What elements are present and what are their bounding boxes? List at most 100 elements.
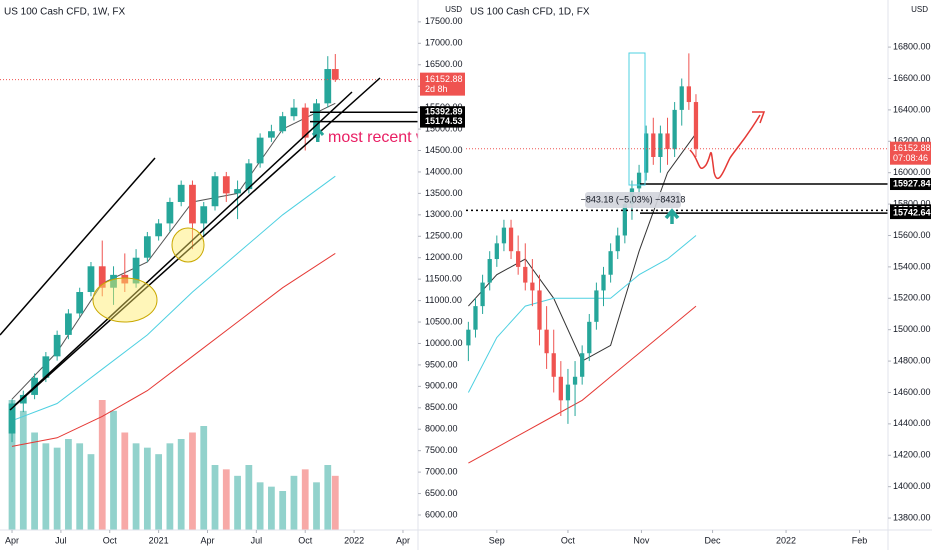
- measure-label-bg: [585, 192, 681, 208]
- candle-body: [672, 109, 677, 150]
- candle-body: [155, 223, 163, 237]
- y-tick-label: 8000.00: [425, 424, 458, 434]
- candle-body: [622, 204, 627, 236]
- y-tick-label: 14500.00: [425, 145, 463, 155]
- volume-bar: [143, 447, 151, 530]
- price-label: 15742.64: [893, 207, 931, 217]
- candle-body: [189, 184, 196, 224]
- volume-bar: [110, 410, 117, 530]
- price-label-bg: [890, 178, 931, 191]
- candle-body: [87, 266, 95, 293]
- y-tick-label: 16200.00: [893, 136, 931, 146]
- candle-body: [530, 282, 535, 291]
- y-tick-label: 9000.00: [425, 381, 458, 391]
- highlight: [171, 227, 205, 263]
- currency: USD: [445, 5, 462, 14]
- daily-chart: −843.18 (−5.03%) −84318: [466, 53, 888, 464]
- candle-body: [313, 103, 320, 138]
- volume-bar: [279, 491, 287, 530]
- moving-average: [11, 175, 336, 422]
- y-tick-label: 14000.00: [893, 481, 931, 491]
- x-tick-label: Oct: [298, 535, 313, 545]
- candle-body: [544, 329, 549, 354]
- trend-line: [0, 157, 156, 336]
- candle-body: [211, 176, 219, 207]
- y-tick-label: 16000.00: [893, 167, 931, 177]
- arrow-up: [311, 126, 325, 142]
- candle-body: [615, 235, 620, 252]
- volume-bar: [166, 443, 174, 530]
- candle-body: [658, 133, 663, 157]
- measure-tool: [628, 52, 646, 186]
- candle-body: [558, 376, 563, 401]
- y-tick-label: 13000.00: [425, 209, 463, 219]
- candle-body: [693, 102, 699, 149]
- x-tick-label: Apr: [5, 535, 19, 545]
- candle-body: [487, 259, 492, 283]
- volume-bar: [98, 400, 106, 530]
- countdown: 07:08:46: [893, 153, 928, 163]
- candle-body: [572, 376, 578, 385]
- y-tick-label: 12500.00: [425, 231, 463, 241]
- volume-bar: [234, 475, 241, 530]
- forecast-arrow: [752, 111, 766, 124]
- candle-body: [65, 313, 72, 335]
- candle-body: [587, 321, 592, 354]
- candle-body: [508, 227, 514, 252]
- volume-bar: [177, 439, 185, 530]
- candle-body: [636, 172, 642, 189]
- price-label-bg: [890, 207, 931, 220]
- candle-body: [200, 206, 208, 224]
- volume-bar: [8, 400, 16, 530]
- volume-bar: [313, 482, 320, 530]
- candle-body: [537, 290, 542, 330]
- candle-body: [466, 329, 471, 346]
- y-tick-label: 17000.00: [425, 38, 463, 48]
- volume-bar: [222, 469, 230, 530]
- x-tick-label: 2022: [344, 535, 364, 545]
- volume-bar: [53, 447, 61, 530]
- volume-bar: [121, 432, 129, 530]
- y-tick-label: 12000.00: [425, 252, 463, 262]
- volume-bar: [132, 443, 140, 530]
- candle-body: [516, 251, 521, 267]
- highlight: [92, 277, 158, 323]
- volume-bar: [42, 443, 50, 530]
- volume-bar: [256, 482, 264, 530]
- currency: USD: [911, 5, 928, 14]
- countdown: 2d 8h: [425, 84, 448, 94]
- candle-body: [601, 274, 606, 291]
- volume-bar: [31, 432, 38, 530]
- y-tick-label: 10000.00: [425, 338, 463, 348]
- candle-body: [279, 116, 287, 132]
- y-tick-label: 16500.00: [425, 59, 463, 69]
- arrow-up: [664, 208, 680, 224]
- last-price-bg: [890, 141, 931, 165]
- volume-bar: [155, 454, 163, 530]
- candle-body: [256, 137, 264, 164]
- y-tick-label: 6000.00: [425, 509, 458, 519]
- y-tick-label: 11500.00: [425, 274, 462, 284]
- candle-body: [331, 69, 339, 80]
- candle-body: [501, 227, 507, 244]
- volume-bar: [19, 410, 27, 530]
- candle-body: [679, 86, 684, 110]
- volume-bar: [200, 426, 208, 530]
- candle-body: [42, 356, 50, 378]
- candle-body: [166, 201, 174, 224]
- y-tick-label: 15600.00: [893, 230, 931, 240]
- x-tick-label: Nov: [633, 535, 650, 545]
- x-tick-label: Dec: [705, 535, 722, 545]
- x-tick-label: Jul: [251, 535, 263, 545]
- forecast-path: [689, 114, 761, 180]
- candle-body: [594, 290, 599, 322]
- y-tick-label: 14400.00: [893, 418, 931, 428]
- candle-body: [580, 353, 585, 377]
- price-label: 15927.84: [893, 178, 931, 188]
- y-tick-label: 8500.00: [425, 402, 458, 412]
- time-axis: [466, 530, 932, 550]
- candle-body: [8, 403, 16, 434]
- candle-body: [551, 353, 556, 377]
- last-price-bg: [420, 72, 465, 96]
